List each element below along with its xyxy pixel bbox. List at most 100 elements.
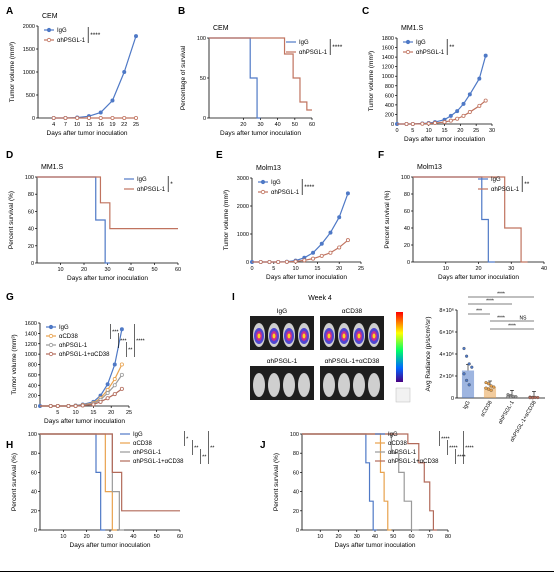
series-line — [302, 433, 419, 531]
x-tick-label: 80 — [445, 534, 451, 540]
y-tick-label: 1400 — [382, 55, 394, 61]
x-tick-label: 10 — [443, 266, 449, 272]
bioluminescence-signal — [287, 333, 291, 339]
series-line — [302, 433, 392, 531]
y-tick-label: 1000 — [23, 70, 35, 76]
data-point — [80, 403, 85, 408]
data-point — [345, 238, 350, 243]
y-tick-label: 20 — [404, 243, 410, 249]
x-tick-label: 60 — [309, 122, 315, 128]
data-point — [531, 396, 535, 400]
x-tick-label: 15 — [90, 410, 96, 416]
data-point — [514, 395, 518, 399]
series-line — [209, 37, 312, 111]
legend-marker — [48, 333, 54, 339]
y-tick-label: 600 — [28, 373, 37, 379]
comparison-label: **** — [486, 299, 494, 305]
x-tick-label: 10 — [317, 534, 323, 540]
data-point — [467, 362, 471, 366]
x-tick-label: 0 — [395, 128, 398, 134]
y-tick-label: 1200 — [382, 65, 394, 71]
panel-A: A CEM 0 500 1000 1500 2000 4 7 10 13 16 19 22 25 Days a… — [6, 6, 139, 137]
x-axis-label: Days after tumor inoculation — [220, 130, 301, 137]
series-line — [302, 433, 438, 531]
legend-label: IgG — [271, 180, 281, 186]
legend-label: αhPSGL-1 — [299, 50, 328, 56]
legend-label: IgG — [57, 28, 67, 34]
y-tick-label: 60 — [28, 209, 34, 215]
data-point — [404, 122, 409, 127]
x-axis-label: Days after tumor inoculation — [438, 274, 519, 281]
x-tick-label: 10 — [426, 128, 432, 134]
y-tick-label: 8×10⁶ — [439, 307, 454, 314]
panel-letter: B — [178, 6, 185, 17]
x-tick-label: αhPSGL-1 — [498, 400, 516, 425]
y-tick-label: 2000 — [237, 204, 249, 210]
imaging-label: αCD38 — [342, 308, 363, 315]
x-tick-label: 20 — [335, 534, 341, 540]
y-tick-label: 0 — [246, 260, 249, 266]
significance-label: * — [170, 181, 173, 188]
data-point — [63, 116, 68, 121]
x-axis-label: Days after tumor inoculation — [67, 275, 148, 282]
scale-legend-box — [395, 387, 411, 403]
significance-label: ** — [128, 348, 133, 354]
y-tick-label: 200 — [385, 112, 394, 118]
comparison-label: NS — [520, 316, 528, 322]
y-tick-label: 500 — [26, 93, 35, 99]
panel-I: I Week 4 IgG αCD38 αhPSGL-1 αhPSGL-1+αCD38 0 2×… — [232, 292, 545, 443]
bioluminescence-signal — [342, 333, 346, 339]
mouse-silhouette — [298, 373, 310, 397]
data-point — [75, 116, 80, 121]
y-tick-label: 4×10⁶ — [439, 351, 454, 358]
significance-label: **** — [332, 44, 343, 51]
bioluminescence-signal — [327, 333, 331, 339]
mouse-silhouette — [368, 373, 380, 397]
y-axis-label: Percent survival (%) — [11, 453, 18, 511]
data-point — [86, 116, 91, 121]
data-point — [311, 256, 316, 261]
significance-label: ** — [202, 455, 207, 461]
x-axis-label: Days after tumor inoculation — [47, 130, 128, 137]
y-tick-label: 1000 — [237, 232, 249, 238]
significance-label: **** — [449, 446, 458, 452]
data-point — [455, 109, 460, 114]
y-tick-label: 40 — [293, 490, 299, 496]
y-tick-label: 1600 — [382, 46, 394, 52]
y-tick-label: 400 — [385, 103, 394, 109]
data-point — [112, 362, 117, 367]
y-axis-label: Percentage of survival — [180, 45, 187, 110]
legend-label: αhPSGL-1 — [416, 50, 445, 56]
y-axis-label: Percent survival (%) — [273, 453, 280, 511]
significance-label: **** — [441, 437, 450, 443]
y-tick-label: 1000 — [25, 352, 37, 358]
panel-letter: A — [6, 6, 13, 17]
series-line — [413, 176, 528, 263]
chart-title: CEM — [213, 25, 229, 32]
data-point — [455, 116, 460, 121]
mouse-silhouette — [268, 373, 280, 397]
data-point — [119, 386, 124, 391]
legend-label: IgG — [133, 432, 143, 438]
data-point — [410, 122, 415, 127]
y-tick-label: 60 — [31, 470, 37, 476]
x-tick-label: 20 — [240, 122, 246, 128]
data-point — [465, 354, 469, 358]
bottom-rule — [0, 571, 554, 572]
data-point — [337, 215, 342, 220]
y-axis-label: Tumor volume (mm³) — [223, 190, 230, 250]
panel-letter: H — [6, 440, 13, 451]
data-point — [119, 327, 124, 332]
y-axis-label: Avg Radiance (p/s/cm²/sr) — [425, 316, 432, 391]
y-tick-label: 20 — [293, 509, 299, 515]
y-tick-label: 6×10⁶ — [439, 329, 454, 336]
legend-label: αhPSGL-1 — [137, 187, 166, 193]
series-line — [40, 433, 106, 531]
significance-label: **** — [136, 339, 145, 345]
data-point — [319, 253, 324, 258]
x-tick-label: 10 — [293, 266, 299, 272]
data-point — [461, 113, 466, 118]
panel-letter: D — [6, 150, 13, 161]
y-axis-label: Tumor volume (mm³) — [368, 51, 375, 111]
legend-label: IgG — [491, 177, 501, 183]
